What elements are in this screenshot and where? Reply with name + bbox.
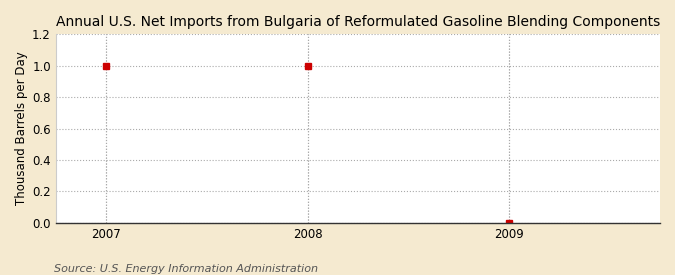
Text: Source: U.S. Energy Information Administration: Source: U.S. Energy Information Administ… <box>54 264 318 274</box>
Y-axis label: Thousand Barrels per Day: Thousand Barrels per Day <box>15 52 28 205</box>
Text: Annual U.S. Net Imports from Bulgaria of Reformulated Gasoline Blending Componen: Annual U.S. Net Imports from Bulgaria of… <box>56 15 660 29</box>
